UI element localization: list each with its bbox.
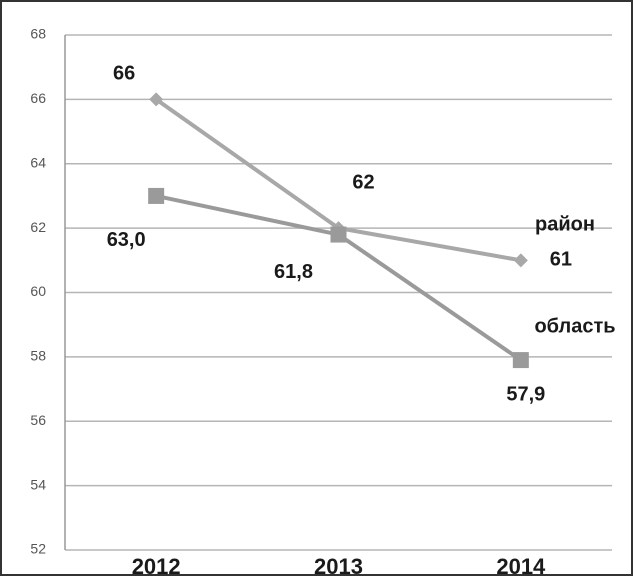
x-tick-label: 2013 (314, 554, 363, 576)
data-label: 63,0 (107, 229, 146, 251)
legend-label: область (534, 315, 615, 337)
y-tick-label: 68 (30, 26, 46, 42)
y-tick-label: 60 (30, 283, 46, 299)
point (148, 187, 165, 204)
y-tick-label: 52 (30, 541, 46, 557)
data-label: 62 (352, 171, 374, 193)
y-tick-label: 54 (30, 476, 46, 492)
y-tick-label: 64 (30, 154, 46, 170)
point (330, 226, 347, 243)
legend-label: район (535, 213, 595, 235)
y-tick-label: 66 (30, 90, 46, 106)
point (149, 92, 164, 107)
point (512, 352, 529, 369)
y-tick-label: 58 (30, 348, 46, 364)
data-label: 57,9 (506, 383, 545, 405)
data-label: 61,8 (274, 261, 313, 283)
data-label: 66 (113, 63, 135, 85)
point (513, 253, 528, 268)
x-tick-label: 2014 (496, 554, 546, 576)
y-tick-label: 56 (30, 412, 46, 428)
x-tick-label: 2012 (132, 554, 181, 576)
data-label: 61 (550, 249, 572, 271)
y-tick-label: 62 (30, 219, 46, 235)
